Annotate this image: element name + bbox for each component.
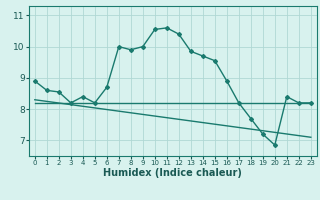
- X-axis label: Humidex (Indice chaleur): Humidex (Indice chaleur): [103, 168, 242, 178]
